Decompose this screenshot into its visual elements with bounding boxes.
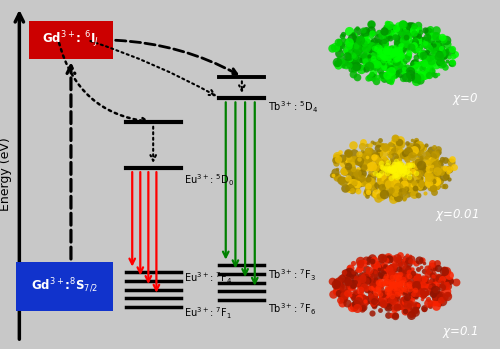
Text: Eu$^{3+}$: $^5$D$_0$: Eu$^{3+}$: $^5$D$_0$ — [184, 173, 234, 188]
Text: Gd$^{3+}$: $^6$I$_J$: Gd$^{3+}$: $^6$I$_J$ — [42, 30, 100, 51]
Text: Tb$^{3+}$: $^7$F$_3$: Tb$^{3+}$: $^7$F$_3$ — [268, 267, 316, 283]
Text: $\chi$=0: $\chi$=0 — [452, 91, 478, 107]
Bar — [16, 262, 113, 311]
Text: Eu$^{3+}$: $^7$F$_1$: Eu$^{3+}$: $^7$F$_1$ — [184, 305, 232, 321]
Text: Energy (eV): Energy (eV) — [0, 138, 12, 211]
Bar — [29, 21, 113, 59]
Text: Eu$^{3+}$: $^7$F$_4$: Eu$^{3+}$: $^7$F$_4$ — [184, 270, 232, 286]
Text: $\chi$=0.1: $\chi$=0.1 — [442, 324, 478, 340]
Text: $\chi$=0.01: $\chi$=0.01 — [435, 207, 478, 223]
Text: Tb$^{3+}$: $^7$F$_6$: Tb$^{3+}$: $^7$F$_6$ — [268, 302, 316, 318]
Text: Gd$^{3+}$:$^8$S$_{7/2}$: Gd$^{3+}$:$^8$S$_{7/2}$ — [31, 277, 98, 295]
Text: Tb$^{3+}$: $^5$D$_4$: Tb$^{3+}$: $^5$D$_4$ — [268, 99, 318, 115]
